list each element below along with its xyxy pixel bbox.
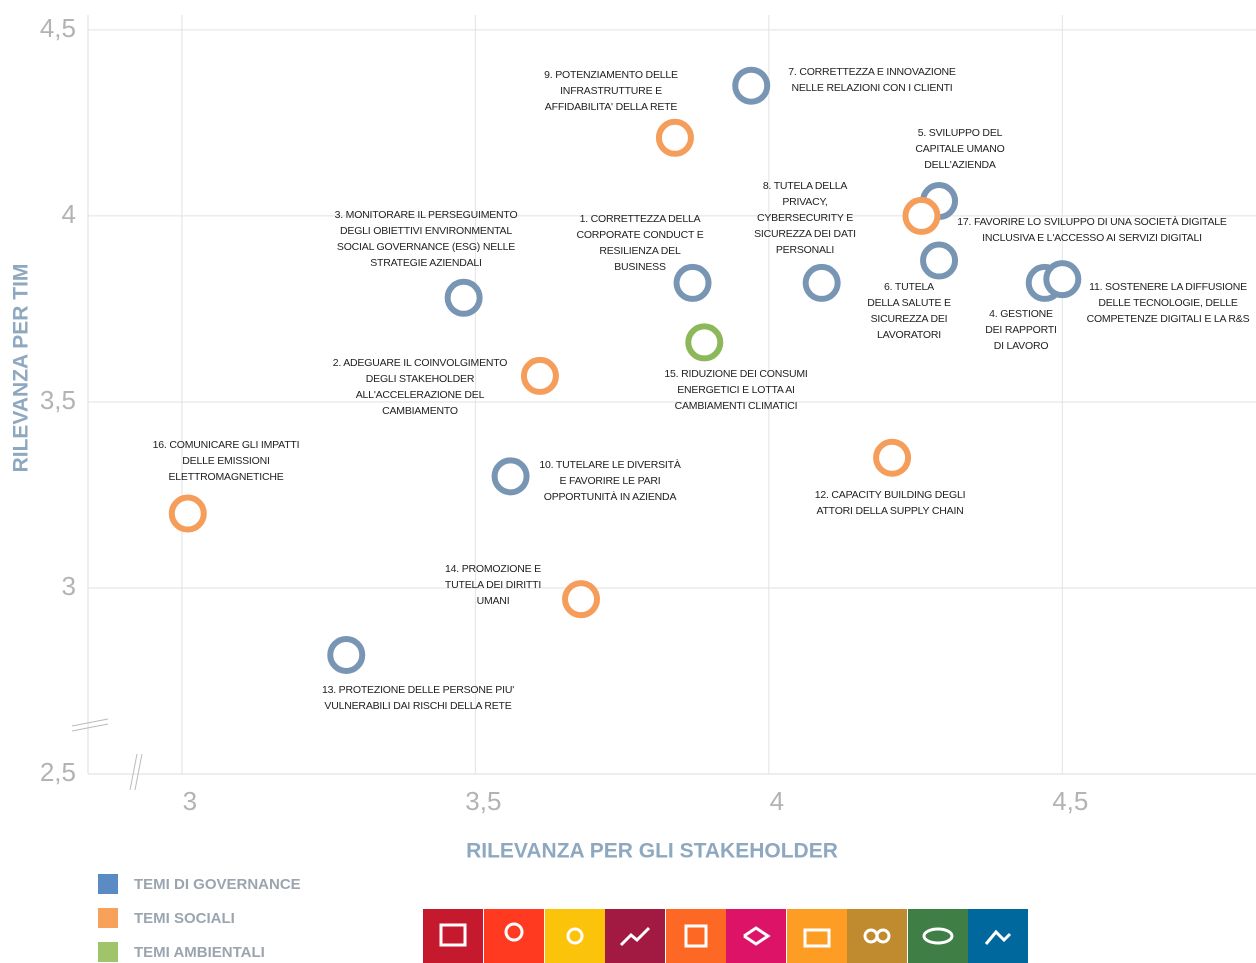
point-label: 6. TUTELA bbox=[884, 281, 934, 293]
y-tick-label: 4,5 bbox=[40, 13, 76, 43]
point-label: CYBERSECURITY E bbox=[757, 212, 853, 224]
point bbox=[732, 66, 771, 105]
point-label: 11. SOSTENERE LA DIFFUSIONE bbox=[1089, 281, 1247, 293]
point-label: 13. PROTEZIONE DELLE PERSONE PIU' bbox=[322, 684, 514, 696]
point-label: NELLE RELAZIONI CON I CLIENTI bbox=[791, 82, 952, 94]
point-label: CAMBIAMENTI CLIMATICI bbox=[675, 400, 798, 412]
point bbox=[902, 196, 941, 235]
point-label: DEGLI OBIETTIVI ENVIRONMENTAL bbox=[340, 225, 512, 237]
y-tick-label: 2,5 bbox=[40, 757, 76, 787]
point-label: RESILIENZA DEL bbox=[599, 245, 681, 257]
y-axis-title: RILEVANZA PER TIM bbox=[10, 264, 33, 473]
point-label: DELLE TECNOLOGIE, DELLE bbox=[1098, 297, 1238, 309]
point-label: UMANI bbox=[477, 595, 510, 607]
x-tick-label: 4 bbox=[770, 786, 784, 816]
point-label: COMPETENZE DIGITALI E LA R&S bbox=[1087, 313, 1250, 325]
point-label: E FAVORIRE LE PARI bbox=[559, 475, 660, 487]
point-label: 3. MONITORARE IL PERSEGUIMENTO bbox=[335, 209, 518, 221]
point bbox=[1043, 260, 1082, 299]
point-label: DEGLI STAKEHOLDER bbox=[366, 373, 475, 385]
legend-swatch bbox=[98, 908, 118, 928]
point-label: CAMBIAMENTO bbox=[382, 405, 458, 417]
point-label: 7. CORRETTEZZA E INNOVAZIONE bbox=[788, 66, 956, 78]
point-label: 10. TUTELARE LE DIVERSITÀ bbox=[539, 458, 680, 471]
point bbox=[873, 438, 912, 477]
legend-swatch bbox=[98, 874, 118, 894]
point-label: DELL'AZIENDA bbox=[924, 159, 996, 171]
point-label: SICUREZZA DEI bbox=[871, 313, 948, 325]
point-label: STRATEGIE AZIENDALI bbox=[370, 257, 482, 269]
point-label: DELLE EMISSIONI bbox=[182, 455, 269, 467]
point bbox=[327, 635, 366, 674]
point-label: PERSONALI bbox=[776, 244, 834, 256]
point bbox=[802, 263, 841, 302]
point-label: CAPITALE UMANO bbox=[915, 143, 1004, 155]
x-axis-title: RILEVANZA PER GLI STAKEHOLDER bbox=[466, 840, 838, 863]
point-label: INFRASTRUTTURE E bbox=[560, 85, 662, 97]
point-label: ELETTROMAGNETICHE bbox=[168, 471, 283, 483]
point-label: 16. COMUNICARE GLI IMPATTI bbox=[153, 439, 300, 451]
point-label: SOCIAL GOVERNANCE (ESG) NELLE bbox=[337, 241, 515, 253]
point-label: OPPORTUNITÀ IN AZIENDA bbox=[544, 490, 677, 503]
x-tick-label: 4,5 bbox=[1052, 786, 1088, 816]
point-label: 14. PROMOZIONE E bbox=[445, 563, 541, 575]
y-tick-label: 4 bbox=[62, 199, 76, 229]
point-label: LAVORATORI bbox=[877, 329, 941, 341]
point-label: 17. FAVORIRE LO SVILUPPO DI UNA SOCIETÀ … bbox=[957, 215, 1227, 228]
legend-label: TEMI AMBIENTALI bbox=[134, 944, 265, 961]
legend-swatch bbox=[98, 942, 118, 962]
point-label: 5. SVILUPPO DEL bbox=[918, 127, 1003, 139]
point-label: 8. TUTELA DELLA bbox=[763, 180, 848, 192]
point-label: BUSINESS bbox=[614, 261, 666, 273]
sdg-icons bbox=[423, 909, 1028, 963]
point bbox=[673, 263, 712, 302]
point-label: ALL'ACCELERAZIONE DEL bbox=[356, 389, 485, 401]
point bbox=[520, 356, 559, 395]
legend-label: TEMI DI GOVERNANCE bbox=[134, 876, 301, 893]
y-tick-label: 3 bbox=[62, 571, 76, 601]
point-label: VULNERABILI DAI RISCHI DELLA RETE bbox=[324, 700, 511, 712]
point bbox=[685, 323, 724, 362]
point-label: CORPORATE CONDUCT E bbox=[576, 229, 703, 241]
point-label: ENERGETICI E LOTTA AI bbox=[677, 384, 795, 396]
point-label: 12. CAPACITY BUILDING DEGLI bbox=[815, 489, 966, 501]
point-label: DEI RAPPORTI bbox=[985, 324, 1057, 336]
point-label: INCLUSIVA E L'ACCESSO AI SERVIZI DIGITAL… bbox=[982, 232, 1202, 244]
point bbox=[920, 241, 959, 280]
point-label: DI LAVORO bbox=[994, 340, 1049, 352]
point-label: AFFIDABILITA' DELLA RETE bbox=[545, 101, 678, 113]
point-label: ATTORI DELLA SUPPLY CHAIN bbox=[816, 505, 963, 517]
x-tick-label: 3 bbox=[183, 786, 197, 816]
legend-label: TEMI SOCIALI bbox=[134, 910, 235, 927]
point bbox=[168, 494, 207, 533]
point-label: 2. ADEGUARE IL COINVOLGIMENTO bbox=[333, 357, 508, 369]
y-tick-label: 3,5 bbox=[40, 385, 76, 415]
point-label: 9. POTENZIAMENTO DELLE bbox=[544, 69, 678, 81]
point-label: 15. RIDUZIONE DEI CONSUMI bbox=[664, 368, 807, 380]
axis-break bbox=[71, 718, 143, 791]
x-tick-label: 3,5 bbox=[465, 786, 501, 816]
point-label: PRIVACY, bbox=[782, 196, 827, 208]
point bbox=[562, 580, 601, 619]
point-label: 4. GESTIONE bbox=[989, 308, 1053, 320]
point bbox=[444, 278, 483, 317]
point-label: DELLA SALUTE E bbox=[867, 297, 951, 309]
point bbox=[655, 118, 694, 157]
point bbox=[491, 457, 530, 496]
point-label: SICUREZZA DEI DATI bbox=[754, 228, 856, 240]
point-label: TUTELA DEI DIRITTI bbox=[445, 579, 541, 591]
point-label: 1. CORRETTEZZA DELLA bbox=[580, 213, 701, 225]
